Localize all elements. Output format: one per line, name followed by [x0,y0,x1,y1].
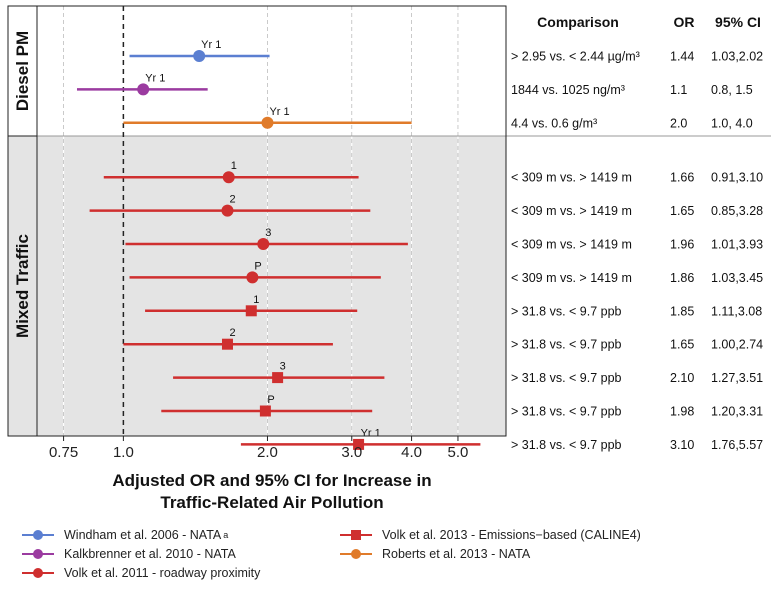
table-ci-5: 1.01,3.93 [711,238,763,252]
table-ci-2: 1.0, 4.0 [711,116,753,130]
legend: Windham et al. 2006 - NATA a Kalkbrenner … [22,528,762,586]
table-comparison-4: < 309 m vs. > 1419 m [511,204,632,218]
legend-key-volk-2013 [340,529,372,541]
or-marker-square-9 [272,372,284,384]
x-gridlines [62,6,459,436]
table-ci-6: 1.03,3.45 [711,271,763,285]
table-or-10: 1.98 [670,405,694,419]
estimate-marks: Yr 1 Yr 1 Yr 1 1 2 3 P 1 2 3 P Yr 1 [76,39,481,450]
table-comparison-0: > 2.95 vs. < 2.44 µg/m³ [511,50,640,64]
table-header-ci: 95% CI [715,14,761,30]
forest-plot: Yr 1 Yr 1 Yr 1 1 2 3 P 1 2 3 P Yr 1 Diesel PM Mixed… [7,5,771,512]
or-marker-circle-5 [257,238,270,250]
or-marker-circle-0 [193,50,206,62]
x-tick-label-5: 5.0 [448,444,469,461]
x-axis-title-line-1: Adjusted OR and 95% CI for Increase in [112,471,431,490]
legend-item-roberts: Roberts et al. 2013 - NATA [340,547,530,561]
table-or-7: 1.85 [670,304,694,318]
legend-key-volk-2011 [22,567,54,579]
table-ci-10: 1.20,3.31 [711,405,763,419]
table-or-6: 1.86 [670,271,694,285]
table-comparison-10: > 31.8 vs. < 9.7 ppb [511,405,622,419]
legend-item-volk-2011: Volk et al. 2011 - roadway proximity [22,566,260,580]
table-or-9: 2.10 [670,371,694,385]
legend-label-roberts: Roberts et al. 2013 - NATA [382,547,531,561]
results-table: Comparison OR 95% CI > 2.95 vs. < 2.44 µ… [511,14,763,452]
table-ci-11: 1.76,5.57 [711,438,763,452]
table-comparison-1: 1844 vs. 1025 ng/m³ [511,83,625,97]
estimate-label-9: 3 [280,361,286,373]
table-comparison-7: > 31.8 vs. < 9.7 ppb [511,304,622,318]
table-or-5: 1.96 [670,238,694,252]
table-comparison-11: > 31.8 vs. < 9.7 ppb [511,438,622,452]
estimate-label-11: Yr 1 [361,427,381,439]
or-marker-square-7 [245,305,257,317]
table-ci-7: 1.11,3.08 [711,304,762,318]
legend-label-windham: Windham et al. 2006 - NATA [64,528,222,542]
or-marker-circle-3 [222,171,235,184]
legend-item-windham: Windham et al. 2006 - NATA a [22,528,228,542]
table-header-comparison: Comparison [537,14,619,30]
estimate-label-0: Yr 1 [201,39,221,51]
table-comparison-2: 4.4 vs. 0.6 g/m³ [511,116,597,130]
table-header-or: OR [674,14,695,30]
table-comparison-5: < 309 m vs. > 1419 m [511,238,632,252]
legend-item-volk-2013: Volk et al. 2013 - Emissions−based (CALI… [340,528,641,542]
legend-label-kalkbrenner: Kalkbrenner et al. 2010 - NATA [64,547,236,561]
x-tick-label-4: 4.0 [401,444,422,461]
or-marker-circle-2 [261,116,274,129]
estimate-label-6: P [254,260,261,272]
table-or-1: 1.1 [670,83,687,97]
legend-label-volk-2013: Volk et al. 2013 - Emissions−based (CALI… [382,528,641,542]
table-ci-9: 1.27,3.51 [711,371,763,385]
table-or-8: 1.65 [670,338,694,352]
table-comparison-8: > 31.8 vs. < 9.7 ppb [511,338,622,352]
table-ci-1: 0.8, 1.5 [711,83,753,97]
estimate-label-1: Yr 1 [145,72,165,84]
table-ci-4: 0.85,3.28 [711,204,763,218]
legend-key-windham [22,529,54,541]
x-tick-label-0: 0.75 [49,444,78,461]
panel-strip-diesel [7,5,38,137]
or-marker-circle-4 [221,204,234,217]
estimate-label-5: 3 [265,227,271,239]
x-axis-title-line-2: Traffic-Related Air Pollution [160,493,383,512]
x-tick-label-1: 1.0 [113,444,134,461]
legend-key-kalkbrenner [22,548,54,560]
estimate-label-2: Yr 1 [269,106,289,118]
x-tick-label-3: 3.0 [341,444,362,461]
estimate-label-3: 1 [231,160,237,172]
table-or-0: 1.44 [670,50,694,64]
panel-label-diesel-pm: Diesel PM [13,31,32,111]
or-marker-circle-6 [246,271,259,284]
legend-label-volk-2011: Volk et al. 2011 - roadway proximity [64,566,261,580]
table-or-2: 2.0 [670,116,687,130]
x-axis-ticks: 0.75 1.0 2.0 3.0 4.0 5.0 [49,436,468,461]
or-marker-square-10 [259,405,271,417]
or-marker-square-8 [221,338,233,350]
legend-superscript-windham: a [223,530,229,540]
table-comparison-3: < 309 m vs. > 1419 m [511,171,632,185]
table-comparison-9: > 31.8 vs. < 9.7 ppb [511,371,622,385]
plot-background-mixed [37,136,506,436]
panel-label-mixed-traffic: Mixed Traffic [13,234,32,338]
table-ci-0: 1.03,2.02 [711,50,763,64]
panel-strip-mixed [7,135,38,437]
estimate-label-10: P [267,394,274,406]
x-tick-label-2: 2.0 [257,444,278,461]
estimate-label-7: 1 [253,294,259,306]
estimate-label-4: 2 [229,194,235,206]
legend-key-roberts [340,548,372,560]
table-comparison-6: < 309 m vs. > 1419 m [511,271,632,285]
table-or-4: 1.65 [670,204,694,218]
or-marker-square-11 [353,438,365,450]
table-or-11: 3.10 [670,438,694,452]
table-ci-3: 0.91,3.10 [711,171,763,185]
table-ci-8: 1.00,2.74 [711,338,763,352]
estimate-label-8: 2 [229,327,235,339]
table-or-3: 1.66 [670,171,694,185]
or-marker-circle-1 [137,83,150,96]
legend-item-kalkbrenner: Kalkbrenner et al. 2010 - NATA [22,547,236,561]
plot-background-diesel [37,6,506,136]
